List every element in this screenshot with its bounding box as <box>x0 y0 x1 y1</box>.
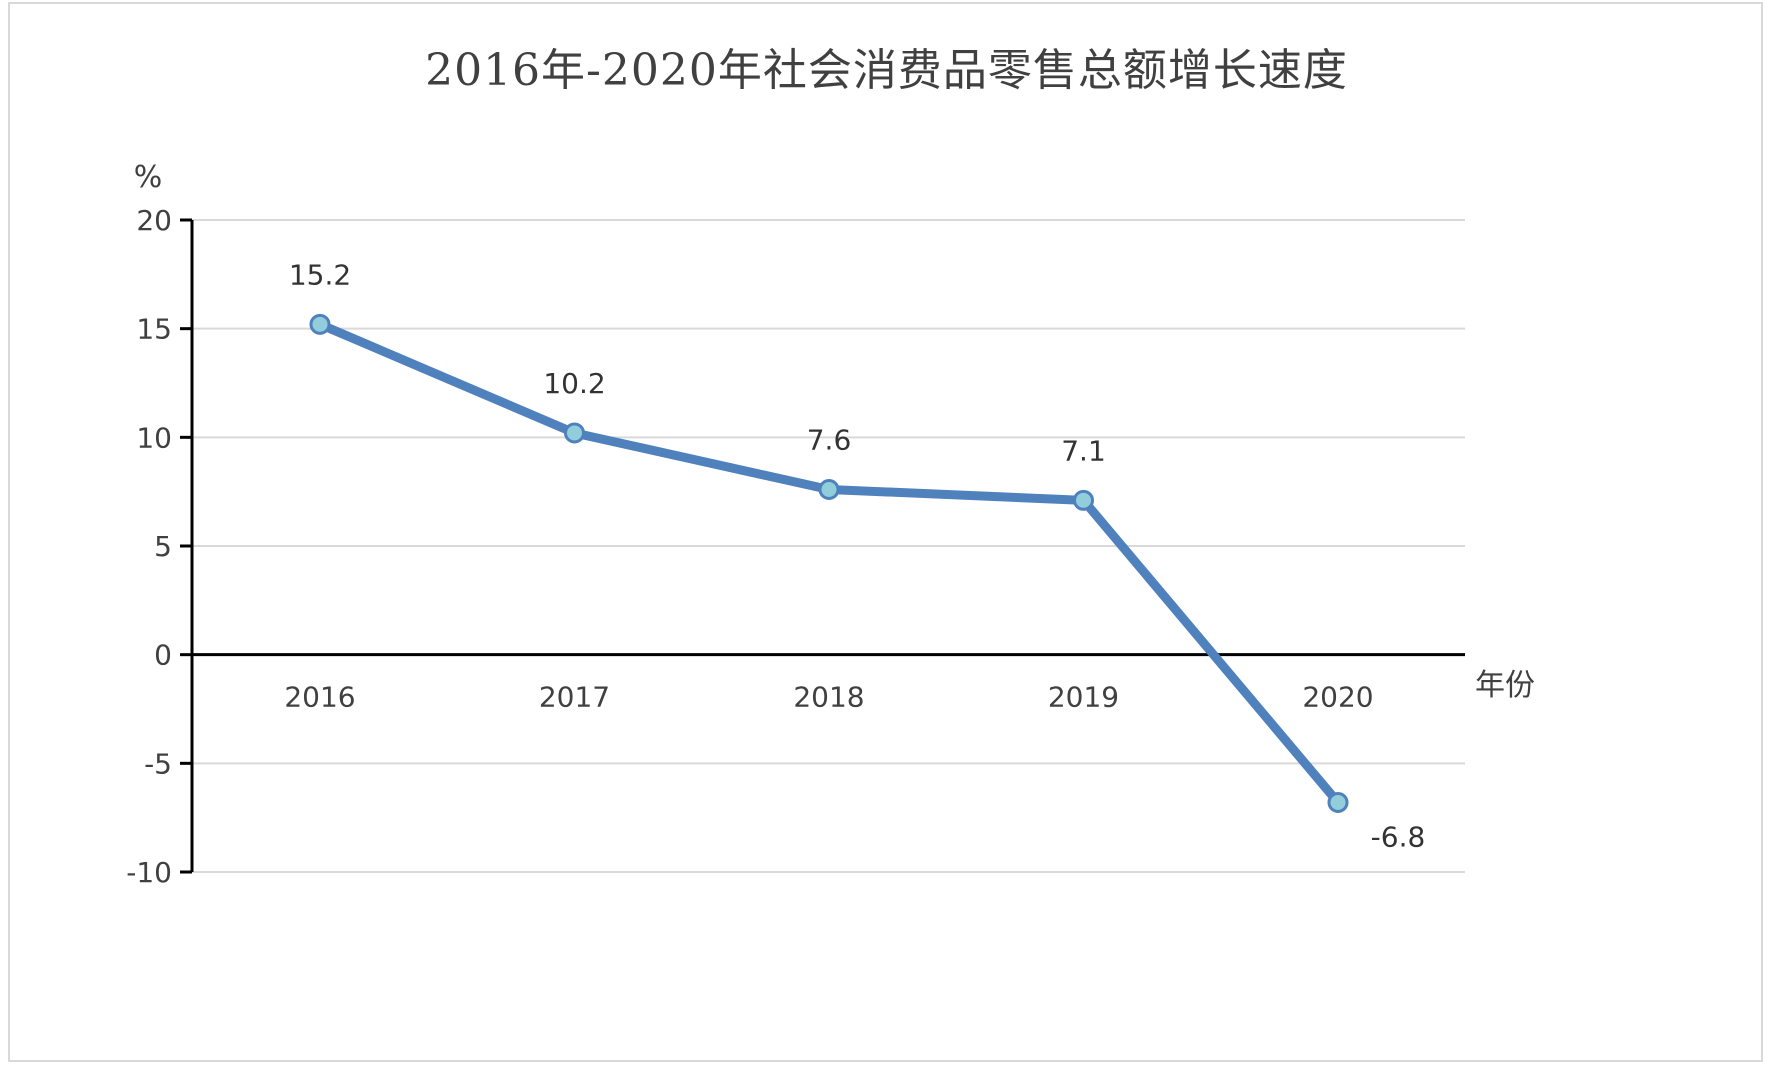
data-point <box>564 422 585 444</box>
data-series <box>309 313 1349 813</box>
x-tick-label: 2020 <box>1302 681 1373 714</box>
y-tick-label: 10 <box>136 421 172 454</box>
y-tick-label: 20 <box>136 204 172 237</box>
y-tick-label: 15 <box>136 313 172 346</box>
gridlines <box>192 219 1465 873</box>
axes <box>180 218 1465 874</box>
y-tick-label: -5 <box>144 747 172 780</box>
x-tick-label: 2016 <box>284 681 355 714</box>
y-tick-label: -10 <box>126 856 172 889</box>
data-label: 7.1 <box>1061 434 1106 467</box>
y-tick-labels: -10 -5 0 5 10 15 20 <box>126 204 172 889</box>
data-label: 7.6 <box>807 423 852 456</box>
data-point <box>1073 489 1094 511</box>
chart-title: 2016年-2020年社会消费品零售总额增长速度 <box>425 45 1348 96</box>
data-labels: 15.2 10.2 7.6 7.1 -6.8 <box>289 258 1425 853</box>
x-tick-labels: 2016 2017 2018 2019 2020 <box>284 681 1373 714</box>
data-label: -6.8 <box>1371 820 1426 853</box>
x-tick-label: 2019 <box>1048 681 1119 714</box>
x-tick-label: 2018 <box>793 681 864 714</box>
x-tick-label: 2017 <box>539 681 610 714</box>
series-line <box>315 319 1343 807</box>
data-label: 15.2 <box>289 258 351 291</box>
y-tick-label: 0 <box>154 639 172 672</box>
y-axis-unit: % <box>134 160 163 195</box>
data-point <box>1327 791 1349 813</box>
data-point <box>309 313 331 335</box>
y-tick-label: 5 <box>154 530 172 563</box>
data-label: 10.2 <box>543 367 605 400</box>
chart-frame <box>8 2 1763 1062</box>
data-point <box>818 478 840 500</box>
x-axis-label: 年份 <box>1475 668 1535 703</box>
